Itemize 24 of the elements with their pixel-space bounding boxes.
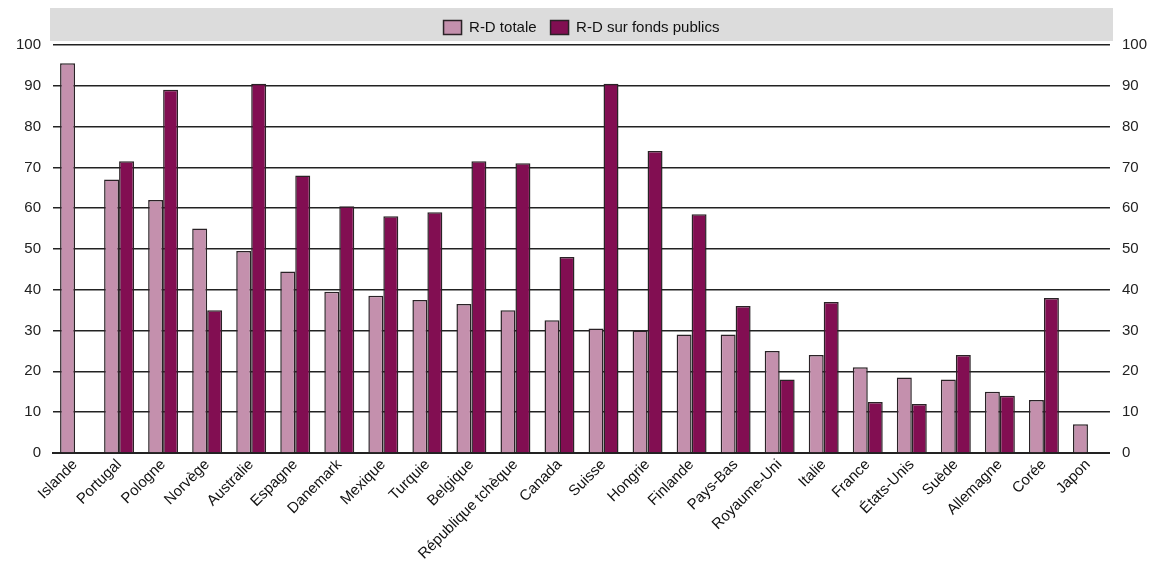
y-tick-label: 100 — [16, 35, 42, 53]
y-tick-label: 0 — [32, 443, 42, 461]
y-tick-label: 20 — [24, 361, 42, 379]
y2-tick-label: 30 — [1121, 320, 1139, 338]
y2-tick-label: 80 — [1121, 116, 1139, 134]
y2-tick-label: 20 — [1121, 361, 1139, 379]
y-tick-label: 30 — [24, 320, 42, 338]
y-tick-label: 50 — [24, 239, 42, 257]
legend-label: R-D totale — [469, 17, 537, 35]
y2-tick-label: 70 — [1121, 157, 1139, 175]
y-tick-label: 10 — [24, 402, 42, 420]
y2-tick-label: 10 — [1121, 402, 1139, 420]
y-tick-label: 80 — [24, 116, 42, 134]
y2-tick-label: 90 — [1121, 75, 1139, 93]
y2-tick-label: 100 — [1121, 35, 1147, 53]
legend-label: R-D sur fonds publics — [576, 17, 720, 35]
y-tick-label: 90 — [24, 75, 42, 93]
y-tick-label: 70 — [24, 157, 42, 175]
y-tick-label: 60 — [24, 198, 42, 216]
y2-tick-label: 0 — [1121, 443, 1131, 461]
y2-tick-label: 40 — [1121, 279, 1139, 297]
y2-tick-label: 60 — [1121, 198, 1139, 216]
y-tick-label: 40 — [24, 279, 42, 297]
y2-tick-label: 50 — [1121, 239, 1139, 257]
